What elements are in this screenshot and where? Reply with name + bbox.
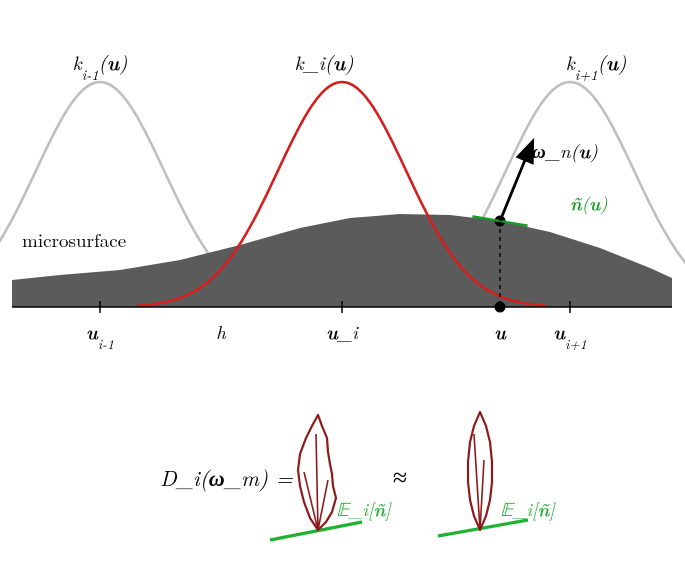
top-diagram: ui-1 u_i ui+1 h u ñ(u) ω_n(u) ki-1(u) k_i(u) ki+1… [0, 47, 685, 353]
equation-lhs: D_i(ω_m) = [160, 461, 294, 493]
tangent-label: ñ(u) [570, 189, 608, 216]
kernel-label: k_i(u) [294, 47, 353, 77]
normal-label: ω_n(u) [532, 136, 598, 164]
equation-approx: ≈ [393, 457, 407, 494]
figure-root: ui-1 u_i ui+1 h u ñ(u) ω_n(u) ki-1(u) k_i(u) ki+1… [0, 0, 685, 567]
normal-arrow [500, 143, 532, 221]
ndf-lobe-right [468, 412, 492, 530]
kernel-label: ki-1(u) [73, 47, 128, 85]
ndf-lobe-left-ray [316, 434, 318, 530]
expectation-label-left: 𝔼_i[ñ] [336, 495, 392, 522]
expectation-label-right: 𝔼_i[ñ] [500, 495, 556, 522]
axis-u-label: u [494, 317, 507, 345]
axis-tick-label: u_i [326, 317, 359, 345]
axis-tick-label: ui+1 [553, 317, 586, 353]
microsurface-label: microsurface [22, 226, 126, 253]
bottom-diagram: D_i(ω_m) =≈𝔼_i[ñ]𝔼_i[ñ] [160, 412, 556, 540]
axis-tick-label: ui-1 [86, 317, 114, 353]
kernel-label: ki+1(u) [566, 47, 627, 85]
axis-h-label: h [216, 318, 227, 345]
axis-point-icon [495, 302, 506, 313]
